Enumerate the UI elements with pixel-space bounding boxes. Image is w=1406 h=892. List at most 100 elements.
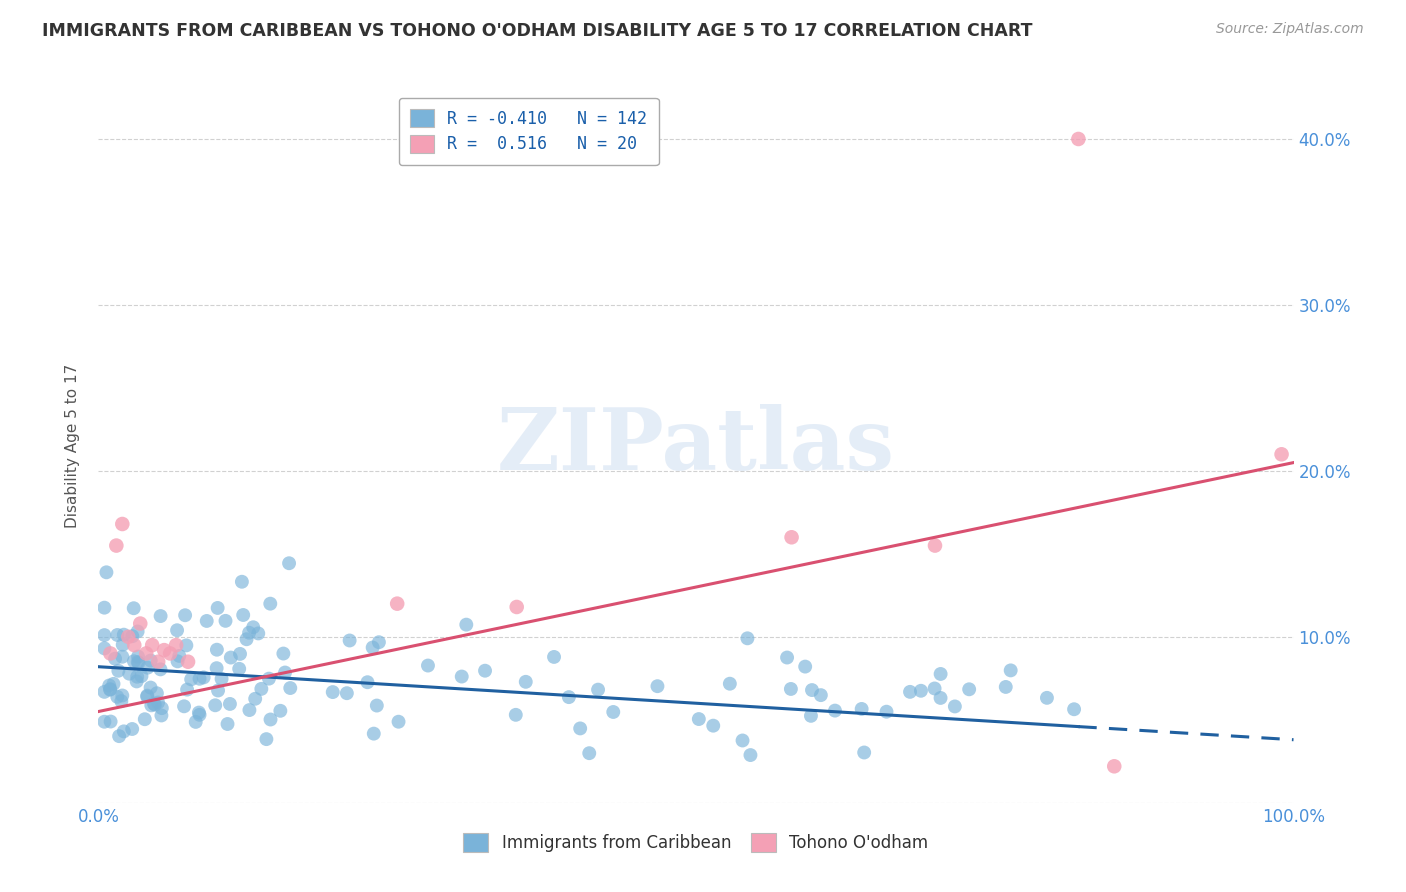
Point xyxy=(515,674,537,689)
Point xyxy=(456,617,478,632)
Point xyxy=(176,639,198,653)
Point xyxy=(134,712,156,726)
Point xyxy=(235,632,257,647)
Point xyxy=(801,683,824,698)
Point xyxy=(149,609,172,624)
Point xyxy=(339,633,361,648)
Point xyxy=(177,655,200,669)
Point xyxy=(107,664,129,678)
Point xyxy=(957,682,980,697)
Point xyxy=(111,638,134,652)
Point xyxy=(242,620,264,634)
Point xyxy=(180,673,202,687)
Point xyxy=(569,722,592,736)
Point xyxy=(238,703,260,717)
Point xyxy=(474,664,496,678)
Point xyxy=(93,685,115,699)
Point xyxy=(943,699,966,714)
Point xyxy=(141,698,163,713)
Point xyxy=(898,685,921,699)
Point xyxy=(506,599,529,614)
Point xyxy=(602,705,624,719)
Point xyxy=(385,597,409,611)
Point xyxy=(93,714,115,729)
Point xyxy=(361,640,384,655)
Point xyxy=(173,699,195,714)
Point xyxy=(169,648,191,663)
Text: IMMIGRANTS FROM CARIBBEAN VS TOHONO O'ODHAM DISABILITY AGE 5 TO 17 CORRELATION C: IMMIGRANTS FROM CARIBBEAN VS TOHONO O'OD… xyxy=(42,22,1032,40)
Point xyxy=(543,649,565,664)
Point xyxy=(558,690,581,705)
Point xyxy=(702,719,724,733)
Point xyxy=(214,614,236,628)
Point xyxy=(229,647,252,661)
Point xyxy=(824,704,846,718)
Point xyxy=(93,628,115,642)
Point xyxy=(924,681,946,696)
Point xyxy=(139,681,162,695)
Point xyxy=(776,650,799,665)
Point xyxy=(356,675,378,690)
Point xyxy=(254,732,277,747)
Point xyxy=(219,650,242,665)
Point xyxy=(187,706,209,720)
Point xyxy=(98,682,121,697)
Point xyxy=(184,714,207,729)
Point xyxy=(153,643,176,657)
Point xyxy=(146,686,169,700)
Point xyxy=(129,616,152,631)
Point xyxy=(93,600,115,615)
Point xyxy=(112,724,135,739)
Point xyxy=(105,628,128,642)
Point xyxy=(143,698,166,712)
Point xyxy=(103,677,125,691)
Point xyxy=(111,649,134,664)
Point xyxy=(231,574,253,589)
Point xyxy=(851,702,873,716)
Point xyxy=(257,672,280,686)
Point xyxy=(269,704,291,718)
Point xyxy=(204,698,226,713)
Point xyxy=(193,670,215,684)
Point xyxy=(238,625,260,640)
Point xyxy=(259,597,281,611)
Point xyxy=(450,669,472,683)
Point xyxy=(148,655,170,669)
Point xyxy=(124,638,146,652)
Point xyxy=(336,686,359,700)
Point xyxy=(121,629,143,643)
Point xyxy=(166,654,188,668)
Text: Source: ZipAtlas.com: Source: ZipAtlas.com xyxy=(1216,22,1364,37)
Point xyxy=(737,632,759,646)
Point xyxy=(929,667,952,681)
Point xyxy=(93,641,115,656)
Point xyxy=(127,655,149,669)
Point xyxy=(1067,132,1090,146)
Point xyxy=(810,688,832,702)
Point xyxy=(136,689,159,703)
Point xyxy=(110,694,132,708)
Point xyxy=(647,679,669,693)
Point xyxy=(740,747,762,762)
Point xyxy=(122,654,145,668)
Point xyxy=(278,681,301,695)
Point xyxy=(217,717,239,731)
Point xyxy=(274,665,297,680)
Point xyxy=(104,651,127,665)
Text: ZIPatlas: ZIPatlas xyxy=(496,404,896,488)
Point xyxy=(207,601,229,615)
Point xyxy=(98,678,121,692)
Point xyxy=(853,746,876,760)
Point xyxy=(108,729,131,743)
Point xyxy=(195,614,218,628)
Point xyxy=(205,661,228,675)
Point xyxy=(96,566,118,580)
Point xyxy=(205,642,228,657)
Point xyxy=(1036,690,1059,705)
Point xyxy=(111,516,134,531)
Point xyxy=(188,707,211,722)
Point xyxy=(1000,664,1022,678)
Point xyxy=(146,696,169,710)
Point xyxy=(117,630,139,644)
Point xyxy=(125,674,148,689)
